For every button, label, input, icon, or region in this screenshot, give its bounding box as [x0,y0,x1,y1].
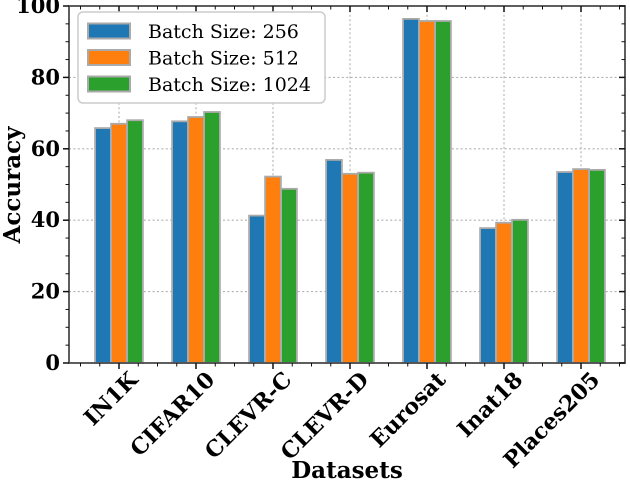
bar [110,122,128,364]
legend-swatch [87,49,131,66]
y-tick-label: 60 [31,136,60,161]
bar [248,214,266,364]
bar [434,20,452,364]
bar [94,127,112,364]
legend-swatch [87,22,131,40]
bar [402,17,420,364]
bar [341,172,359,364]
y-tick-label: 40 [31,207,60,232]
y-tick-label: 100 [16,0,60,18]
axis-layer [63,5,626,369]
x-tick-label: IN1K [79,366,144,431]
legend-label: Batch Size: 1024 [148,74,311,96]
y-tick-label: 20 [31,279,60,304]
bar [325,158,343,364]
bar [203,111,221,364]
bar [556,171,574,364]
bar [280,187,298,364]
x-tick-label: Inat18 [452,367,528,443]
x-axis-title: Datasets [291,457,403,484]
bar [495,221,513,364]
bar [511,218,529,364]
bar [479,227,497,364]
y-axis-title: Accuracy [0,126,26,245]
y-tick-label: 80 [31,64,60,89]
bar [126,119,144,364]
legend: Batch Size: 256 Batch Size: 512 Batch Size… [77,11,326,104]
bar [572,168,590,364]
y-tick-label: 0 [45,350,60,375]
bar [418,20,436,364]
x-tick-label: Eurosat [365,366,452,453]
legend-box [77,11,326,104]
bar [264,175,282,364]
legend-label: Batch Size: 256 [148,21,299,43]
bar [357,171,375,364]
legend-label: Batch Size: 512 [148,48,299,70]
legend-swatch [87,75,131,93]
bar [588,168,606,364]
bar [187,116,205,364]
bar [171,120,189,364]
